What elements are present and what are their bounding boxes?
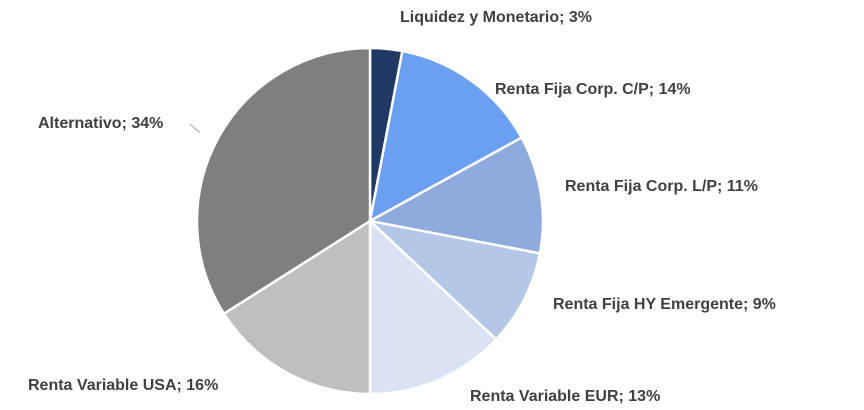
leader-line [189,123,201,134]
data-label: Renta Variable USA; 16% [28,377,218,394]
data-label: Renta Fija HY Emergente; 9% [553,296,776,313]
pie-slice [366,135,545,255]
pie-slice [368,49,524,224]
data-label: Liquidez y Monetario; 3% [400,9,592,26]
pie-slice [368,218,498,396]
data-label: Renta Fija Corp. L/P; 11% [565,178,758,195]
pie-slice [366,218,542,342]
data-label: Alternativo; 34% [38,115,163,132]
pie-slice [222,218,372,396]
data-label: Renta Variable EUR; 13% [470,388,660,405]
pie-slice [195,46,372,316]
data-label: Renta Fija Corp. C/P; 14% [495,81,691,98]
